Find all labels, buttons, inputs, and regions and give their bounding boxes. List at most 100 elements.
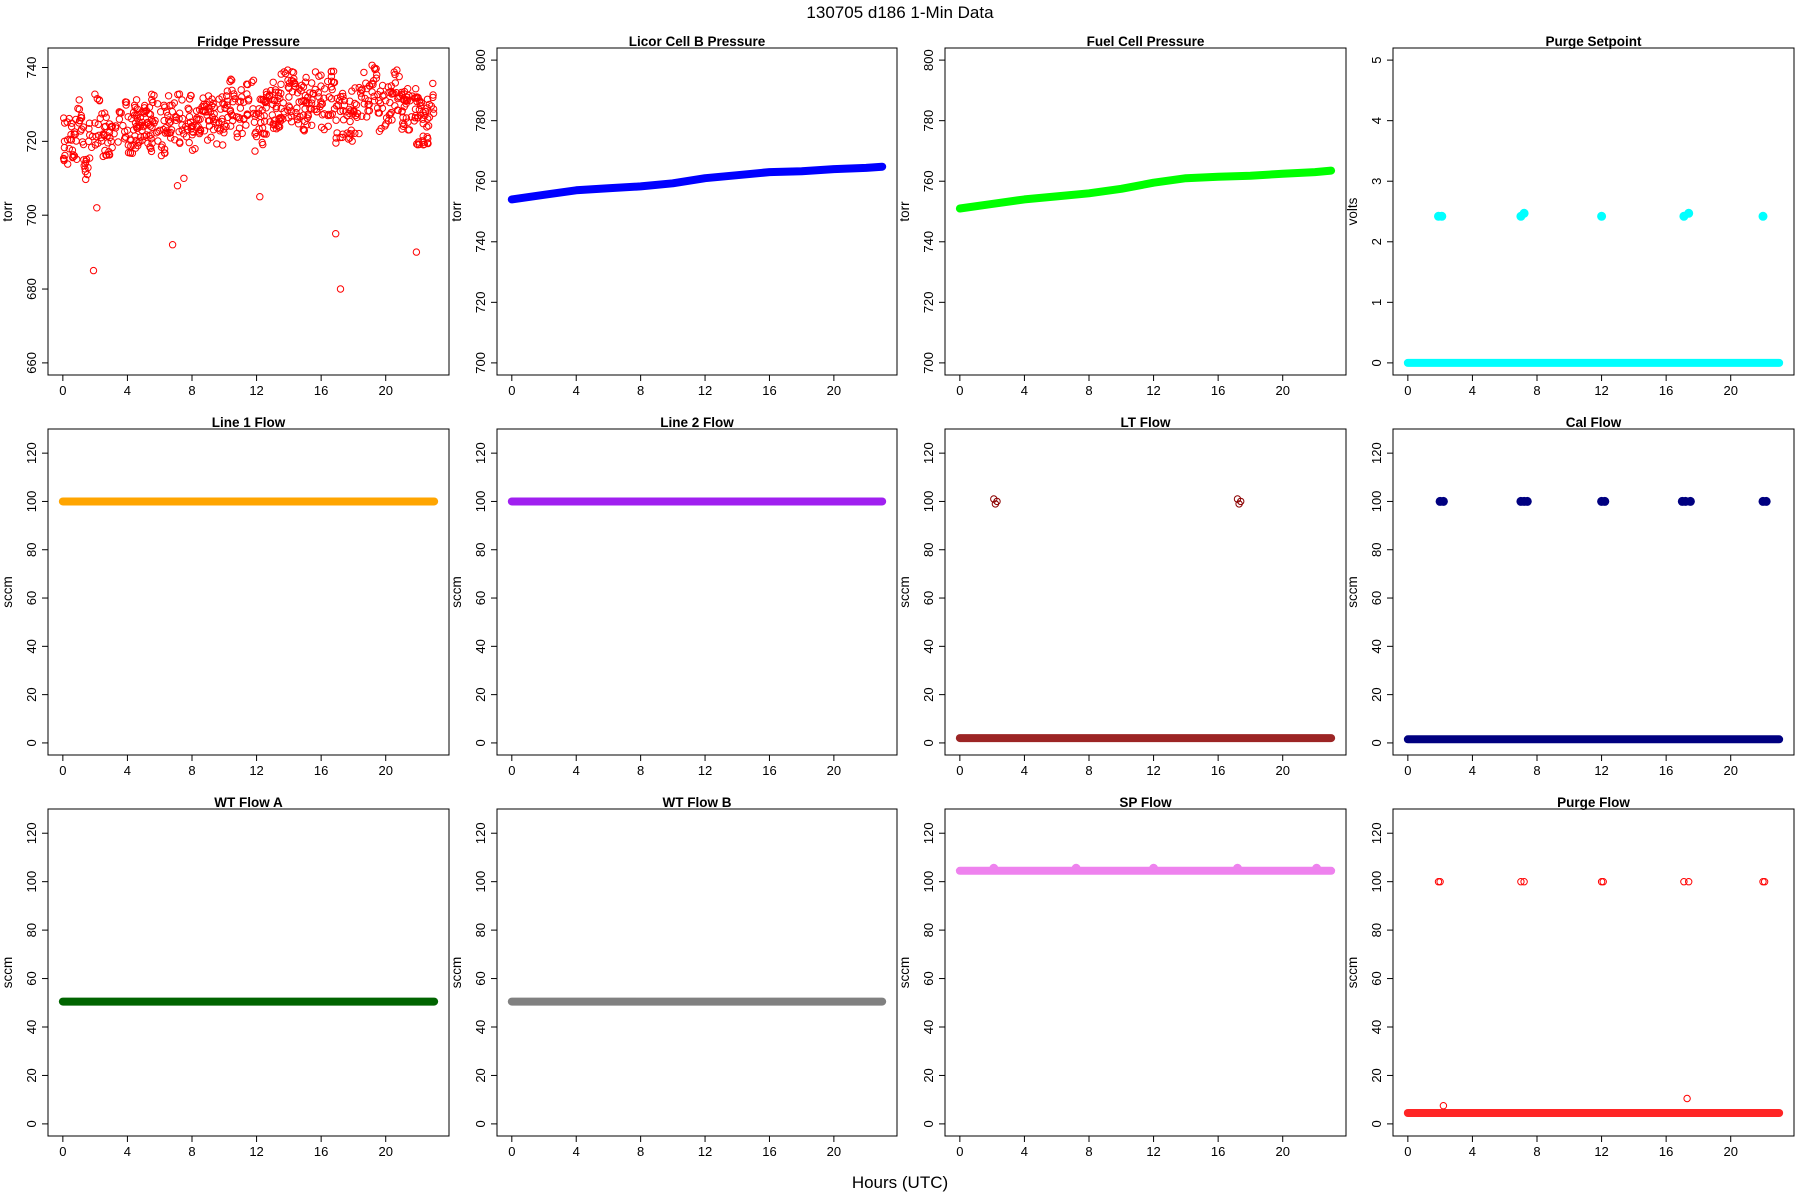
x-tick-label: 8 (188, 383, 195, 398)
data-point (424, 134, 432, 143)
data-point (60, 119, 69, 127)
x-tick-label: 4 (573, 1144, 580, 1159)
data-point (332, 116, 340, 124)
data-point (60, 143, 69, 152)
data-point (419, 108, 427, 117)
data-point (388, 116, 396, 124)
chart-panel: Line 2 Flow sccm 0 4 8 12 16 20 0 20 40 60 80 100 120 (449, 415, 898, 778)
data-point (157, 108, 165, 116)
data-point (217, 105, 225, 113)
data-point (64, 160, 72, 168)
data-point (289, 77, 297, 86)
data-point (194, 115, 203, 124)
y-tick-label: 120 (1369, 442, 1384, 464)
x-tick-label: 12 (698, 763, 712, 778)
data-point (317, 71, 325, 79)
data-point (361, 94, 369, 103)
data-point (256, 193, 264, 201)
data-point (989, 863, 999, 873)
x-tick-label: 20 (1275, 1144, 1289, 1159)
y-tick-label: 80 (921, 543, 936, 557)
data-point (108, 143, 116, 152)
data-point (1437, 211, 1447, 221)
data-point (218, 93, 226, 101)
data-point (302, 73, 310, 82)
data-point (273, 97, 281, 105)
data-point (300, 125, 308, 134)
panel-title: Purge Flow (1557, 795, 1630, 810)
y-tick-label: 780 (473, 110, 488, 132)
data-point (82, 175, 90, 184)
data-point (405, 91, 413, 100)
y-tick-label: 80 (1369, 543, 1384, 557)
data-point (378, 104, 387, 113)
y-tick-label: 120 (473, 442, 488, 464)
data-point (1600, 496, 1610, 506)
x-tick-label: 20 (1723, 383, 1737, 398)
data-point (309, 90, 318, 98)
data-point (388, 90, 396, 98)
data-point (129, 126, 138, 134)
data-point (280, 68, 288, 76)
data-point (148, 139, 156, 147)
chart-panel: LT Flow sccm 0 4 8 12 16 20 0 20 40 60 80 100 120 (897, 415, 1347, 778)
y-tick-label: 100 (921, 491, 936, 513)
data-point (1439, 1102, 1448, 1110)
data-point (205, 116, 214, 125)
data-point (160, 149, 169, 157)
x-tick-label: 16 (1659, 763, 1673, 778)
chart-panel: WT Flow B sccm 0 4 8 12 16 20 0 20 40 60 80 100 120 (449, 795, 898, 1159)
data-point (185, 106, 193, 114)
data-point (287, 112, 295, 120)
y-tick-label: 40 (24, 1020, 39, 1034)
data-point (287, 118, 296, 126)
y-tick-label: 0 (24, 739, 39, 746)
y-tick-label: 120 (473, 822, 488, 844)
x-tick-label: 12 (698, 383, 712, 398)
data-point (175, 109, 184, 117)
y-tick-label: 1 (1369, 299, 1384, 306)
data-point (146, 143, 154, 151)
y-tick-label: 80 (473, 543, 488, 557)
data-point (279, 115, 287, 123)
data-point (81, 160, 90, 168)
y-tick-label: 0 (921, 1120, 936, 1127)
plot-frame (1392, 428, 1795, 756)
data-point (1436, 878, 1444, 886)
data-point (1683, 1094, 1691, 1103)
x-tick-label: 4 (124, 1144, 131, 1159)
series-line (955, 166, 1336, 213)
data-point (209, 126, 218, 134)
x-tick-label: 4 (1021, 1144, 1028, 1159)
data-point (128, 149, 137, 158)
y-tick-label: 720 (473, 291, 488, 313)
data-point (292, 108, 300, 117)
data-point (1684, 208, 1694, 218)
data-point (265, 92, 274, 100)
figure-xlabel: Hours (UTC) (852, 1173, 948, 1192)
plot-frame (47, 808, 450, 1137)
data-point (164, 111, 172, 120)
data-point (1517, 878, 1525, 886)
data-point (384, 117, 393, 125)
data-point (333, 129, 341, 137)
data-point (320, 125, 328, 134)
data-point (339, 107, 347, 115)
data-point (369, 80, 377, 89)
data-point (141, 107, 150, 115)
data-point (243, 80, 251, 88)
data-point (230, 90, 238, 98)
panel-title: WT Flow A (214, 795, 283, 810)
y-tick-label: 120 (921, 442, 936, 464)
data-point (138, 108, 146, 116)
y-tick-label: 120 (921, 822, 936, 844)
y-tick-label: 780 (921, 110, 936, 132)
data-point (237, 86, 245, 94)
data-point (327, 72, 336, 81)
panel-title: Licor Cell B Pressure (629, 34, 766, 49)
data-point (122, 133, 130, 141)
data-point (288, 88, 297, 96)
data-point (368, 79, 376, 88)
y-axis-label: sccm (0, 957, 15, 989)
x-tick-label: 4 (1469, 1144, 1476, 1159)
